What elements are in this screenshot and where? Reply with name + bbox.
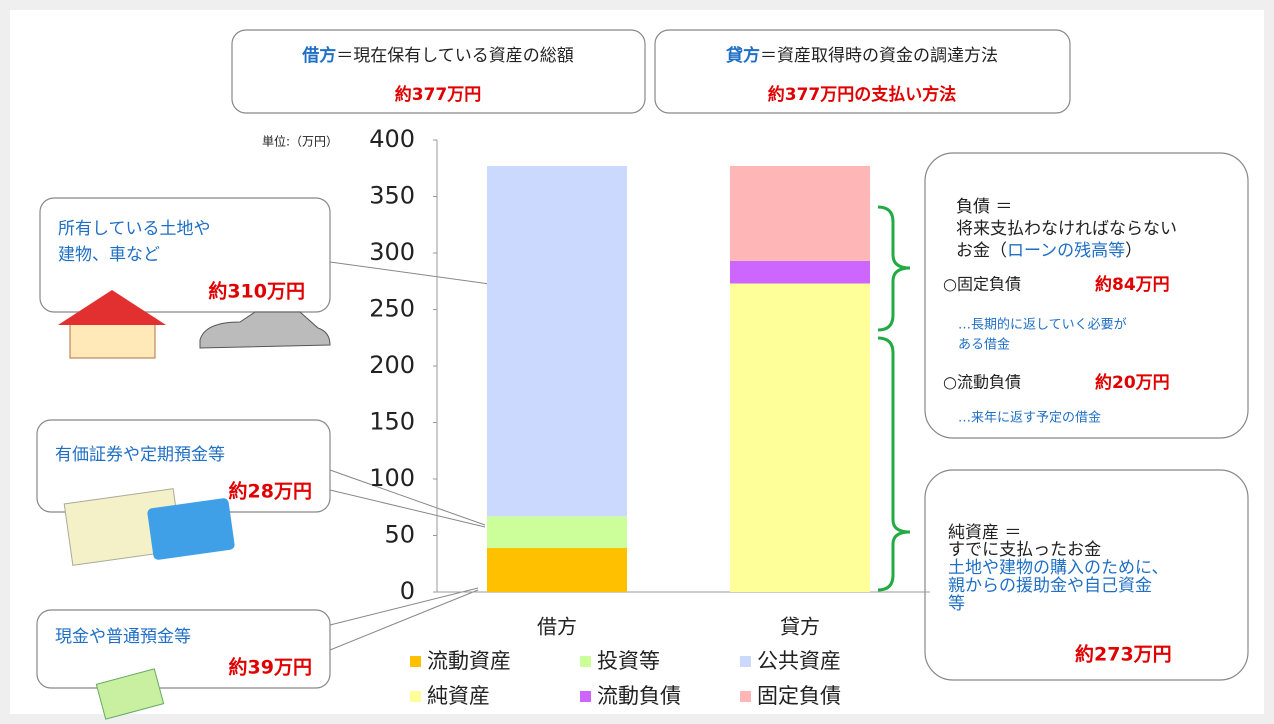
- header-amount: 約377万円の支払い方法: [768, 84, 957, 105]
- y-tick-label: 150: [369, 408, 415, 436]
- y-tick-label: 300: [369, 238, 415, 266]
- bar-segment: [487, 516, 627, 548]
- item-note: …来年に返す予定の借金: [958, 410, 1101, 426]
- liabilities-box: [925, 153, 1248, 438]
- legend-swatch: [410, 691, 421, 702]
- note-amount: 約310万円: [208, 280, 305, 303]
- legend-swatch: [740, 656, 751, 667]
- box-text-part: ）: [1125, 241, 1142, 261]
- note-text: 所有している土地や: [58, 219, 211, 239]
- box-text-part: お金（: [956, 241, 1007, 261]
- note-amount: 約39万円: [229, 656, 312, 679]
- y-tick-label: 100: [369, 464, 415, 492]
- item-label: ○流動負債: [943, 373, 1021, 392]
- header-label: 借方: [301, 45, 336, 66]
- box-amount: 約273万円: [1075, 643, 1172, 666]
- legend-label: 純資産: [427, 684, 490, 708]
- header-text: 借方＝現在保有している資産の総額: [301, 45, 574, 66]
- box-text: 等: [948, 594, 965, 614]
- bar-segment: [487, 548, 627, 592]
- bar-segment: [730, 261, 870, 284]
- box-text: お金（ローンの残高等）: [956, 241, 1142, 261]
- y-tick-label: 200: [369, 351, 415, 379]
- y-tick-label: 400: [369, 125, 415, 153]
- item-label: ○固定負債: [943, 275, 1021, 294]
- header-amount: 約377万円: [395, 84, 482, 105]
- bar-segment: [487, 166, 627, 516]
- bar-segment: [730, 284, 870, 592]
- legend-label: 流動負債: [597, 684, 681, 708]
- legend-swatch: [580, 656, 591, 667]
- box-text-part: ローンの残高等: [1007, 241, 1125, 261]
- header-label: 貸方: [725, 45, 760, 66]
- note-text: 有価証券や定期預金等: [55, 445, 225, 465]
- y-tick-label: 250: [369, 295, 415, 323]
- note-text: 建物、車など: [58, 245, 160, 265]
- box-text: 将来支払わなければならない: [956, 219, 1177, 239]
- legend-swatch: [410, 656, 421, 667]
- item-amount: 約84万円: [1095, 274, 1170, 295]
- item-amount: 約20万円: [1095, 372, 1170, 393]
- item-note: ある借金: [958, 337, 1010, 353]
- note-text: 現金や普通預金等: [55, 627, 191, 647]
- box-text: 親からの援助金や自己資金: [948, 576, 1152, 596]
- bar-segment: [730, 166, 870, 261]
- legend-label: 公共資産: [757, 649, 841, 673]
- x-tick-label: 貸方: [780, 615, 820, 639]
- legend-swatch: [580, 691, 591, 702]
- item-note: …長期的に返していく必要が: [958, 317, 1127, 333]
- y-tick-label: 350: [369, 182, 415, 210]
- box-text: すでに支払ったお金: [948, 540, 1101, 560]
- infographic: 借方＝現在保有している資産の総額 約377万円 貸方＝資産取得時の資金の調達方法…: [0, 0, 1274, 724]
- y-tick-label: 0: [400, 577, 415, 605]
- box-text: 土地や建物の購入のために、: [948, 558, 1169, 578]
- legend-label: 流動資産: [427, 649, 511, 673]
- y-tick-label: 50: [384, 521, 415, 549]
- header-desc: ＝資産取得時の資金の調達方法: [760, 46, 998, 66]
- unit-label: 単位:（万円）: [262, 134, 338, 149]
- header-text: 貸方＝資産取得時の資金の調達方法: [725, 45, 998, 66]
- legend-swatch: [740, 691, 751, 702]
- legend-label: 投資等: [597, 649, 660, 673]
- note-amount: 約28万円: [229, 480, 312, 503]
- header-desc: ＝現在保有している資産の総額: [336, 46, 574, 66]
- x-tick-label: 借方: [537, 615, 577, 639]
- legend-label: 固定負債: [757, 684, 841, 708]
- box-title: 負債 ＝: [956, 197, 1012, 217]
